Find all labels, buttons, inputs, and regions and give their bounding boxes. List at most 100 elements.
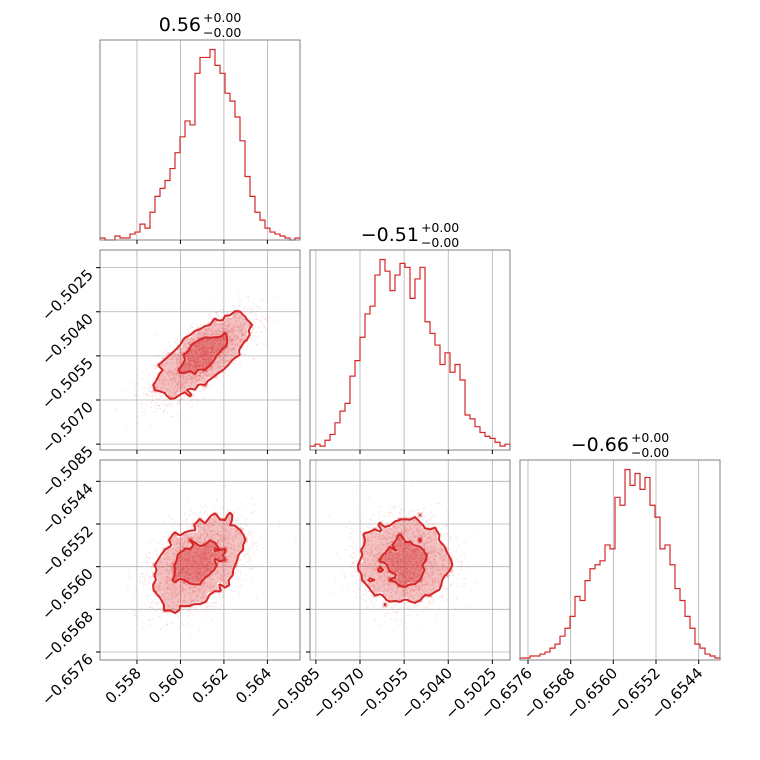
sample-point: [187, 501, 190, 503]
sample-point: [178, 626, 181, 629]
sample-point: [219, 333, 221, 336]
sample-point: [209, 605, 212, 608]
sample-point: [150, 406, 152, 409]
sample-point: [258, 326, 260, 329]
sample-point: [231, 338, 234, 341]
sample-point: [143, 603, 146, 606]
sample-point: [231, 347, 233, 350]
sample-point: [208, 603, 211, 605]
sample-point: [161, 377, 164, 379]
density-cell: [202, 352, 208, 358]
sample-point: [250, 544, 253, 547]
sample-point: [195, 606, 197, 608]
sample-point: [170, 371, 173, 374]
sample-point: [193, 376, 195, 379]
sample-point: [233, 305, 236, 308]
sample-point: [241, 316, 244, 319]
sample-point: [234, 572, 237, 574]
sample-point: [239, 315, 242, 318]
sample-point: [149, 623, 151, 626]
sample-point: [181, 385, 184, 388]
sample-point: [246, 308, 249, 311]
sample-point: [239, 570, 242, 573]
sample-point: [191, 373, 194, 376]
sample-point: [165, 353, 167, 355]
sample-point: [177, 615, 179, 618]
panel-title: −0.51 +0.00−0.00: [361, 220, 460, 250]
sample-point: [177, 418, 180, 421]
sample-point: [259, 537, 261, 539]
sample-point: [205, 327, 207, 330]
sample-point: [221, 300, 223, 303]
sample-point: [190, 324, 193, 327]
sample-point: [253, 510, 256, 513]
sample-point: [248, 549, 251, 552]
sample-point: [152, 618, 155, 620]
sample-point: [197, 373, 200, 376]
sample-point: [163, 371, 166, 373]
sample-point: [158, 607, 161, 610]
sample-point: [176, 377, 178, 380]
sample-point: [180, 398, 183, 400]
sample-point: [145, 404, 148, 406]
sample-point: [219, 329, 221, 332]
title-minus: −0.00: [421, 235, 459, 250]
sample-point: [137, 415, 140, 418]
sample-point: [265, 328, 267, 331]
title-plus: +0.00: [203, 10, 241, 25]
sample-point: [246, 517, 249, 519]
sample-point: [169, 390, 172, 392]
density-cell: [237, 337, 243, 343]
sample-point: [168, 395, 171, 397]
sample-point: [195, 389, 198, 392]
sample-point: [237, 517, 240, 519]
sample-point: [184, 383, 187, 386]
sample-point: [155, 403, 157, 406]
sample-point: [165, 541, 168, 544]
sample-point: [212, 332, 215, 335]
sample-point: [247, 299, 250, 302]
density-cell: [202, 362, 208, 368]
density-cell: [172, 377, 178, 383]
sample-point: [131, 609, 134, 612]
sample-point: [213, 367, 215, 370]
sample-point: [186, 609, 189, 612]
sample-point: [154, 395, 157, 398]
sample-point: [191, 379, 194, 381]
sample-point: [237, 331, 240, 334]
sample-point: [141, 386, 144, 389]
density-cell: [162, 372, 168, 378]
sample-point: [147, 582, 150, 585]
density-cell: [197, 377, 203, 383]
sample-point: [179, 348, 182, 350]
sample-point: [231, 343, 233, 346]
sample-point: [176, 339, 179, 341]
density-cell: [227, 317, 233, 323]
sample-point: [222, 591, 225, 594]
density-cell: [182, 377, 188, 383]
sample-point: [136, 382, 138, 385]
sample-point: [237, 357, 240, 360]
sample-point: [253, 503, 256, 506]
pair-panel-1-2: −0.5085−0.5070−0.5055−0.5040−0.5025: [38, 249, 301, 501]
density-cell: [237, 332, 243, 338]
sample-point: [221, 604, 223, 606]
density-cell: [227, 322, 233, 328]
sample-point: [184, 380, 187, 382]
sample-point: [231, 316, 234, 319]
sample-point: [230, 329, 233, 331]
sample-point: [142, 370, 145, 373]
density-cell: [192, 352, 198, 358]
sample-point: [244, 330, 247, 332]
density-cell: [202, 342, 208, 348]
sample-point: [152, 411, 155, 414]
density-cell: [172, 362, 178, 368]
sample-point: [231, 305, 234, 307]
sample-point: [177, 400, 180, 403]
sample-point: [255, 548, 258, 551]
sample-point: [251, 567, 254, 570]
sample-point: [154, 610, 156, 613]
density-cell: [182, 342, 188, 348]
sample-point: [183, 396, 186, 398]
sample-point: [228, 336, 231, 339]
